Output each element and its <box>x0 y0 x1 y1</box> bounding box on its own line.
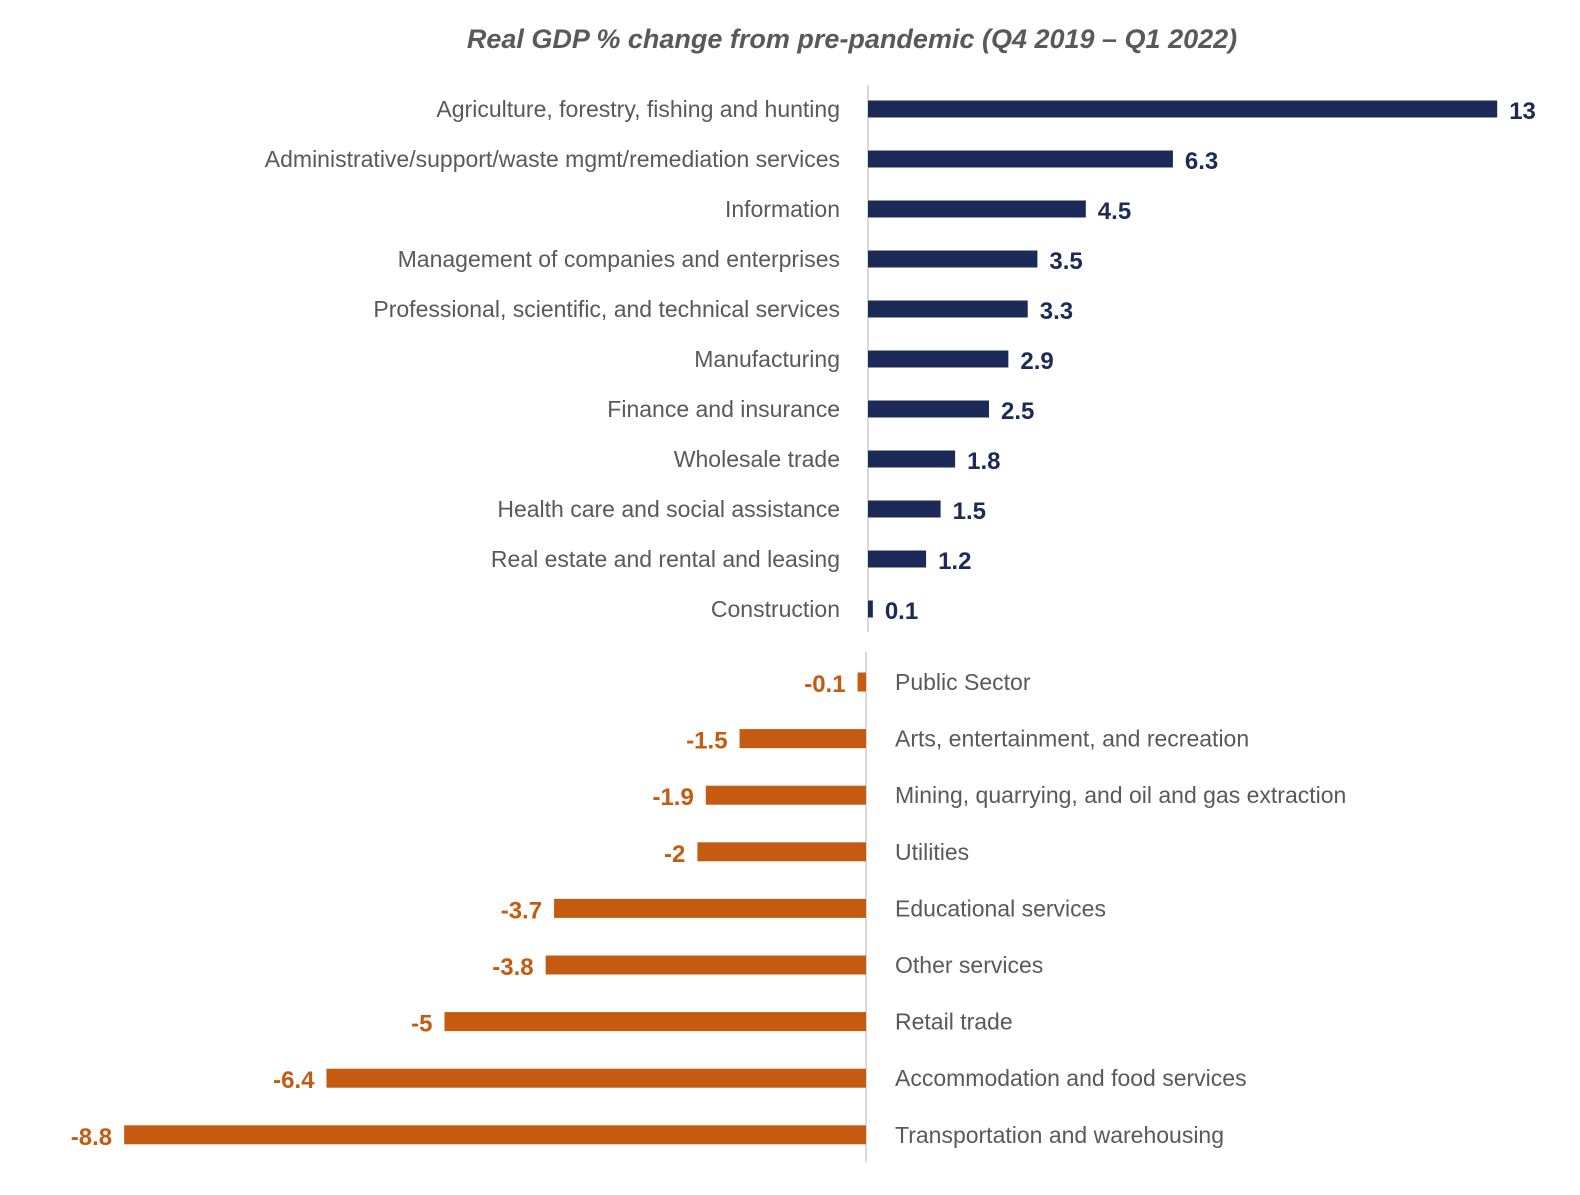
bar <box>868 150 1173 168</box>
bar <box>857 672 866 692</box>
data-label: 1.2 <box>938 548 971 575</box>
bar <box>868 350 1009 368</box>
category-label: Health care and social assistance <box>497 496 840 522</box>
bar <box>705 785 866 805</box>
data-label: 2.9 <box>1020 348 1053 375</box>
bar <box>868 200 1086 218</box>
category-label: Management of companies and enterprises <box>398 246 840 272</box>
data-label: -5 <box>411 1011 432 1038</box>
bar <box>868 300 1028 318</box>
data-label: -8.8 <box>71 1124 112 1151</box>
chart-title: Real GDP % change from pre-pandemic (Q4 … <box>467 24 1237 54</box>
data-label: 1.5 <box>953 498 986 525</box>
data-label: 3.5 <box>1049 248 1082 275</box>
category-label: Transportation and warehousing <box>895 1122 1224 1148</box>
bar <box>868 400 989 418</box>
category-label: Finance and insurance <box>607 396 840 422</box>
data-label: 4.5 <box>1098 198 1131 225</box>
bar <box>554 898 866 918</box>
category-label: Educational services <box>895 895 1106 921</box>
category-label: Arts, entertainment, and recreation <box>895 726 1249 752</box>
bar <box>868 500 941 518</box>
category-label: Manufacturing <box>694 346 840 372</box>
data-label: -1.9 <box>652 784 693 811</box>
negative-panel: Public Sector -0.1 Arts, entertainment, an… <box>71 669 1347 1151</box>
category-label: Professional, scientific, and technical … <box>373 296 840 322</box>
bar <box>868 250 1038 268</box>
category-label: Retail trade <box>895 1009 1013 1035</box>
bar <box>326 1068 867 1088</box>
bar <box>868 600 873 618</box>
data-label: 2.5 <box>1001 398 1034 425</box>
category-label: Other services <box>895 952 1043 978</box>
data-label: 0.1 <box>885 598 918 625</box>
category-label: Construction <box>711 596 840 622</box>
bar <box>697 842 866 862</box>
category-label: Real estate and rental and leasing <box>491 546 840 572</box>
category-label: Mining, quarrying, and oil and gas extra… <box>895 782 1346 808</box>
data-label: 13 <box>1509 98 1536 125</box>
category-label: Agriculture, forestry, fishing and hunti… <box>436 96 840 122</box>
category-label: Accommodation and food services <box>895 1065 1247 1091</box>
data-label: -3.8 <box>492 954 533 981</box>
data-label: -3.7 <box>501 897 542 924</box>
data-label: -1.5 <box>686 728 727 755</box>
bar <box>124 1125 866 1145</box>
category-label: Administrative/support/waste mgmt/remedi… <box>265 146 840 172</box>
category-label: Utilities <box>895 839 969 865</box>
bar <box>868 450 956 468</box>
data-label: 6.3 <box>1185 148 1218 175</box>
category-label: Public Sector <box>895 669 1031 695</box>
bar <box>868 550 927 568</box>
data-label: 1.8 <box>967 448 1000 475</box>
bar <box>545 955 866 975</box>
data-label: -6.4 <box>273 1067 315 1094</box>
data-label: 3.3 <box>1040 298 1073 325</box>
positive-panel: Agriculture, forestry, fishing and hunti… <box>265 96 1536 625</box>
bar <box>739 729 866 749</box>
category-label: Wholesale trade <box>674 446 840 472</box>
data-label: -2 <box>664 841 685 868</box>
category-label: Information <box>725 196 840 222</box>
bar <box>444 1012 866 1032</box>
data-label: -0.1 <box>804 671 845 698</box>
bar <box>868 100 1498 118</box>
